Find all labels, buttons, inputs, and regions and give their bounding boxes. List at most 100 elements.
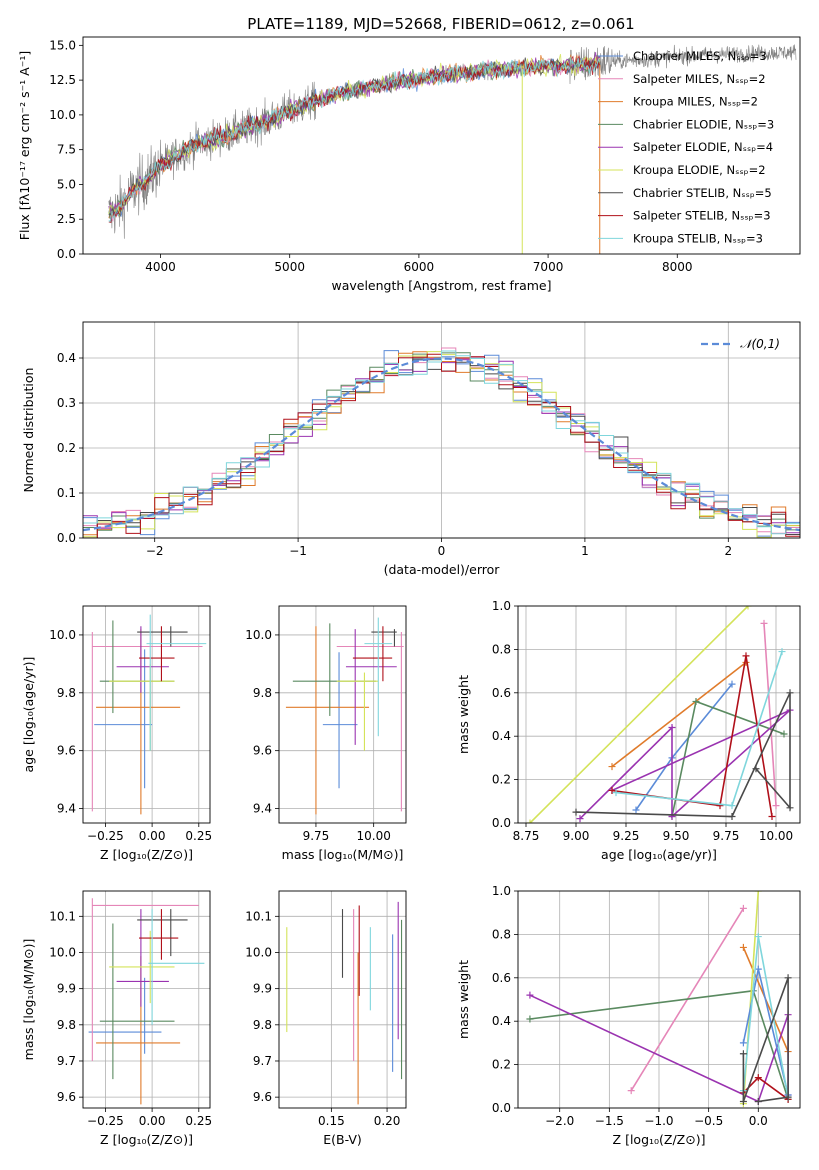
legend-label: Chabrier MILES, Nₛₛₚ=3 xyxy=(633,49,767,63)
x-tick-label: −2.0 xyxy=(545,1114,574,1128)
weight-marker-chabrier_stelib xyxy=(728,812,736,820)
y-tick-label: 9.4 xyxy=(57,802,76,816)
x-axis-label: Z [log₁₀(Z/Z⊙)] xyxy=(100,847,193,862)
x-tick-label: 9.50 xyxy=(663,829,690,843)
x-axis-label: wavelength [Angstrom, rest frame] xyxy=(331,278,551,293)
weight-marker-salpeter_stelib xyxy=(716,802,724,810)
axes-frame xyxy=(82,36,801,255)
plot-area xyxy=(285,617,404,815)
weight-marker-chabrier_stelib xyxy=(739,1097,747,1105)
y-tick-label: 5.0 xyxy=(57,177,76,191)
y-tick-label: 1.0 xyxy=(492,884,511,898)
weight-marker-chabrier_stelib xyxy=(739,1050,747,1058)
legend-label: Chabrier STELIB, Nₛₛₚ=5 xyxy=(633,186,772,200)
axes-frame xyxy=(82,605,211,824)
x-tick-label: 4000 xyxy=(145,260,176,274)
panel-spectrum: 4000 5000 6000 7000 8000 0.0 2.5 5.0 7.5 10.0 12.5… xyxy=(17,36,801,293)
x-tick-label: 0.20 xyxy=(374,1114,401,1128)
weight-marker-chabrier_miles xyxy=(632,806,640,814)
weight-marker-salpeter_elodie xyxy=(526,991,534,999)
model-spectrum-kroupa_miles xyxy=(108,54,601,219)
model-spectrum-salpeter_stelib xyxy=(108,55,601,224)
x-tick-label: −1.5 xyxy=(595,1114,624,1128)
y-tick-label: 9.9 xyxy=(253,982,272,996)
y-tick-label: 0.4 xyxy=(492,729,511,743)
axes-frame xyxy=(278,605,407,824)
weight-marker-kroupa_miles xyxy=(739,943,747,951)
y-tick-label: 9.6 xyxy=(57,744,76,758)
legend-label: Chabrier ELODIE, Nₛₛₚ=3 xyxy=(633,117,774,131)
y-tick-label: 0.6 xyxy=(492,971,511,985)
y-axis-label: mass weight xyxy=(456,960,471,1039)
plot-area xyxy=(286,901,403,1105)
x-tick-label: −1 xyxy=(289,544,307,558)
y-tick-label: 15.0 xyxy=(49,38,76,52)
x-tick-label: 9.00 xyxy=(563,829,590,843)
weight-marker-chabrier_elodie xyxy=(780,730,788,738)
y-tick-label: 0.2 xyxy=(57,441,76,455)
x-axis-label: age [log₁₀(age/yr)] xyxy=(601,847,717,862)
weight-marker-chabrier_stelib xyxy=(752,765,760,773)
weight-marker-salpeter_miles xyxy=(772,802,780,810)
x-tick-label: −0.25 xyxy=(87,829,124,843)
weight-marker-kroupa_elodie xyxy=(526,819,534,823)
y-tick-label: 9.9 xyxy=(57,982,76,996)
weight-marker-chabrier_elodie xyxy=(692,697,700,705)
model-spectrum-salpeter_miles xyxy=(108,56,601,222)
y-tick-label: 10.0 xyxy=(245,945,272,959)
weight-marker-kroupa_stelib xyxy=(728,802,736,810)
weight-marker-salpeter_stelib xyxy=(608,786,616,794)
weight-marker-salpeter_miles xyxy=(760,619,768,627)
axes-frame xyxy=(517,605,801,824)
weight-marker-chabrier_stelib xyxy=(784,974,792,982)
x-tick-label: 0.15 xyxy=(318,1114,345,1128)
x-tick-label: 6000 xyxy=(404,260,435,274)
y-tick-label: 10.1 xyxy=(49,909,76,923)
y-tick-label: 10.0 xyxy=(245,628,272,642)
x-tick-label: 10.00 xyxy=(759,829,793,843)
weight-line-salpeter_miles xyxy=(763,623,777,806)
y-tick-label: 7.5 xyxy=(57,143,76,157)
x-tick-label: −2 xyxy=(146,544,164,558)
y-tick-label: 2.5 xyxy=(57,212,76,226)
weight-line-kroupa_stelib xyxy=(742,936,789,1098)
weight-marker-chabrier_stelib xyxy=(754,1097,762,1105)
panel-mass-vs-Z: −0.25 0.00 0.25 9.6 9.7 9.8 9.9 10.0 10.1 Z [log₁… xyxy=(21,890,212,1147)
plot-area xyxy=(88,898,205,1105)
plot-area xyxy=(83,347,800,538)
weight-line-kroupa_elodie xyxy=(529,606,749,823)
x-tick-label: 8.75 xyxy=(513,829,540,843)
y-tick-label: 9.6 xyxy=(253,744,272,758)
weight-marker-kroupa_miles xyxy=(608,763,616,771)
y-axis-label: mass [log₁₀(M/M⊙)] xyxy=(21,939,36,1061)
x-tick-label: 0.25 xyxy=(185,1114,212,1128)
x-tick-label: 10.00 xyxy=(356,829,390,843)
x-tick-label: −1.0 xyxy=(644,1114,673,1128)
weight-marker-kroupa_elodie xyxy=(754,891,762,895)
x-tick-label: −0.5 xyxy=(694,1114,723,1128)
x-tick-label: 2 xyxy=(724,544,732,558)
x-axis-label: Z [log₁₀(Z/Z⊙)] xyxy=(100,1132,193,1147)
y-tick-label: 0.2 xyxy=(492,1058,511,1072)
y-tick-label: 0.8 xyxy=(492,642,511,656)
y-tick-label: 0.2 xyxy=(492,773,511,787)
y-tick-label: 0.4 xyxy=(57,351,76,365)
plot-area xyxy=(91,614,207,815)
weight-marker-kroupa_stelib xyxy=(754,933,762,941)
y-tick-label: 9.6 xyxy=(253,1090,272,1104)
gaussian-curve xyxy=(83,357,800,532)
model-spectrum-kroupa_elodie xyxy=(108,53,601,217)
y-tick-label: 0.0 xyxy=(492,816,511,830)
y-axis-label: Normed distribution xyxy=(21,368,36,493)
x-tick-label: 9.75 xyxy=(303,829,330,843)
weight-marker-salpeter_stelib xyxy=(754,1074,762,1082)
y-tick-label: 9.8 xyxy=(57,1018,76,1032)
axes-frame xyxy=(517,890,801,1109)
model-spectrum-salpeter_elodie xyxy=(108,52,601,214)
legend-label-gaussian: 𝒩(0,1) xyxy=(740,337,780,351)
panel-mass-vs-ebv: 0.15 0.20 9.6 9.7 9.8 9.9 10.0 10.1 E(B-V) xyxy=(245,890,407,1147)
y-tick-label: 0.0 xyxy=(57,247,76,261)
legend-label: Kroupa MILES, Nₛₛₚ=2 xyxy=(633,95,758,109)
y-tick-label: 9.8 xyxy=(253,1018,272,1032)
weight-marker-kroupa_elodie xyxy=(744,606,752,610)
